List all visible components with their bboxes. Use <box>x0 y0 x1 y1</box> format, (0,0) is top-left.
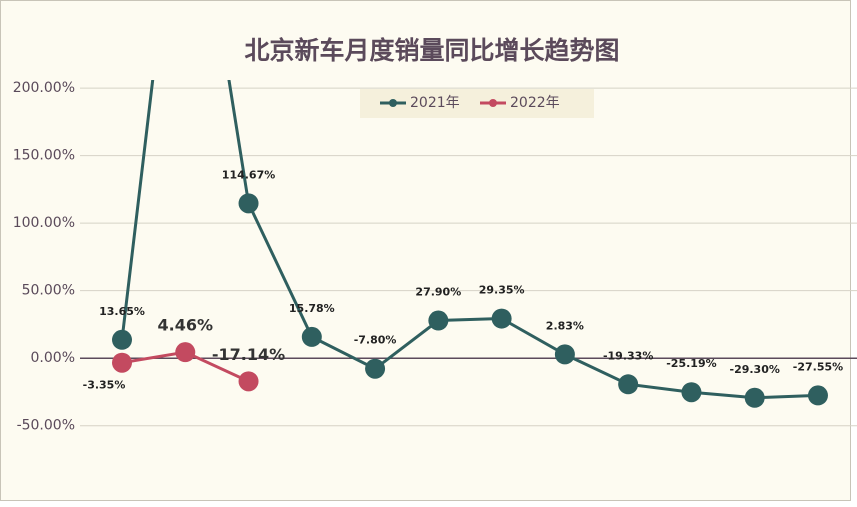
data-label: -25.19% <box>666 357 716 370</box>
data-label: 114.67% <box>222 168 275 181</box>
data-label: -27.55% <box>793 360 843 373</box>
point <box>807 385 828 406</box>
point <box>112 329 132 350</box>
data-label: 15.78% <box>289 302 335 315</box>
legend-label: 2021年 <box>410 95 460 111</box>
legend: 2021年 2022年 <box>380 95 560 111</box>
data-label: -3.35% <box>83 379 126 392</box>
data-label: 27.90% <box>415 286 461 299</box>
y-tick-label: 100.00% <box>13 215 75 231</box>
point <box>238 193 259 214</box>
legend-marker <box>489 99 497 107</box>
series-line <box>120 80 819 400</box>
plot <box>112 80 828 408</box>
point <box>238 371 259 392</box>
data-label: -19.33% <box>603 349 653 362</box>
point <box>491 308 512 329</box>
point <box>112 352 132 373</box>
labels: -50.00% 0.00% 50.00% 100.00% 150.00% 200.00% 1… <box>13 80 843 434</box>
data-label: 13.65% <box>99 305 145 318</box>
chart-title: 北京新车月度销量同比增长趋势图 <box>244 36 619 65</box>
point <box>365 358 386 379</box>
legend-label: 2022年 <box>510 95 560 111</box>
point <box>744 387 765 408</box>
data-label: 4.46% <box>158 316 214 335</box>
y-tick-label: 0.00% <box>31 350 75 366</box>
y-tick-label: -50.00% <box>17 418 75 434</box>
point <box>681 382 702 403</box>
y-tick-label: 200.00% <box>13 80 75 96</box>
point <box>554 344 575 365</box>
y-tick-label: 50.00% <box>22 283 75 299</box>
data-label: -17.14% <box>212 345 285 364</box>
point <box>175 342 196 363</box>
data-label: -7.80% <box>354 334 397 347</box>
grid <box>80 87 857 427</box>
data-label: 2.83% <box>546 319 584 332</box>
legend-marker <box>389 99 397 107</box>
point <box>301 326 322 347</box>
data-label: 29.35% <box>479 284 525 297</box>
point <box>428 310 449 331</box>
data-label: -29.30% <box>730 363 780 376</box>
point <box>618 374 639 395</box>
y-tick-label: 150.00% <box>13 148 75 164</box>
